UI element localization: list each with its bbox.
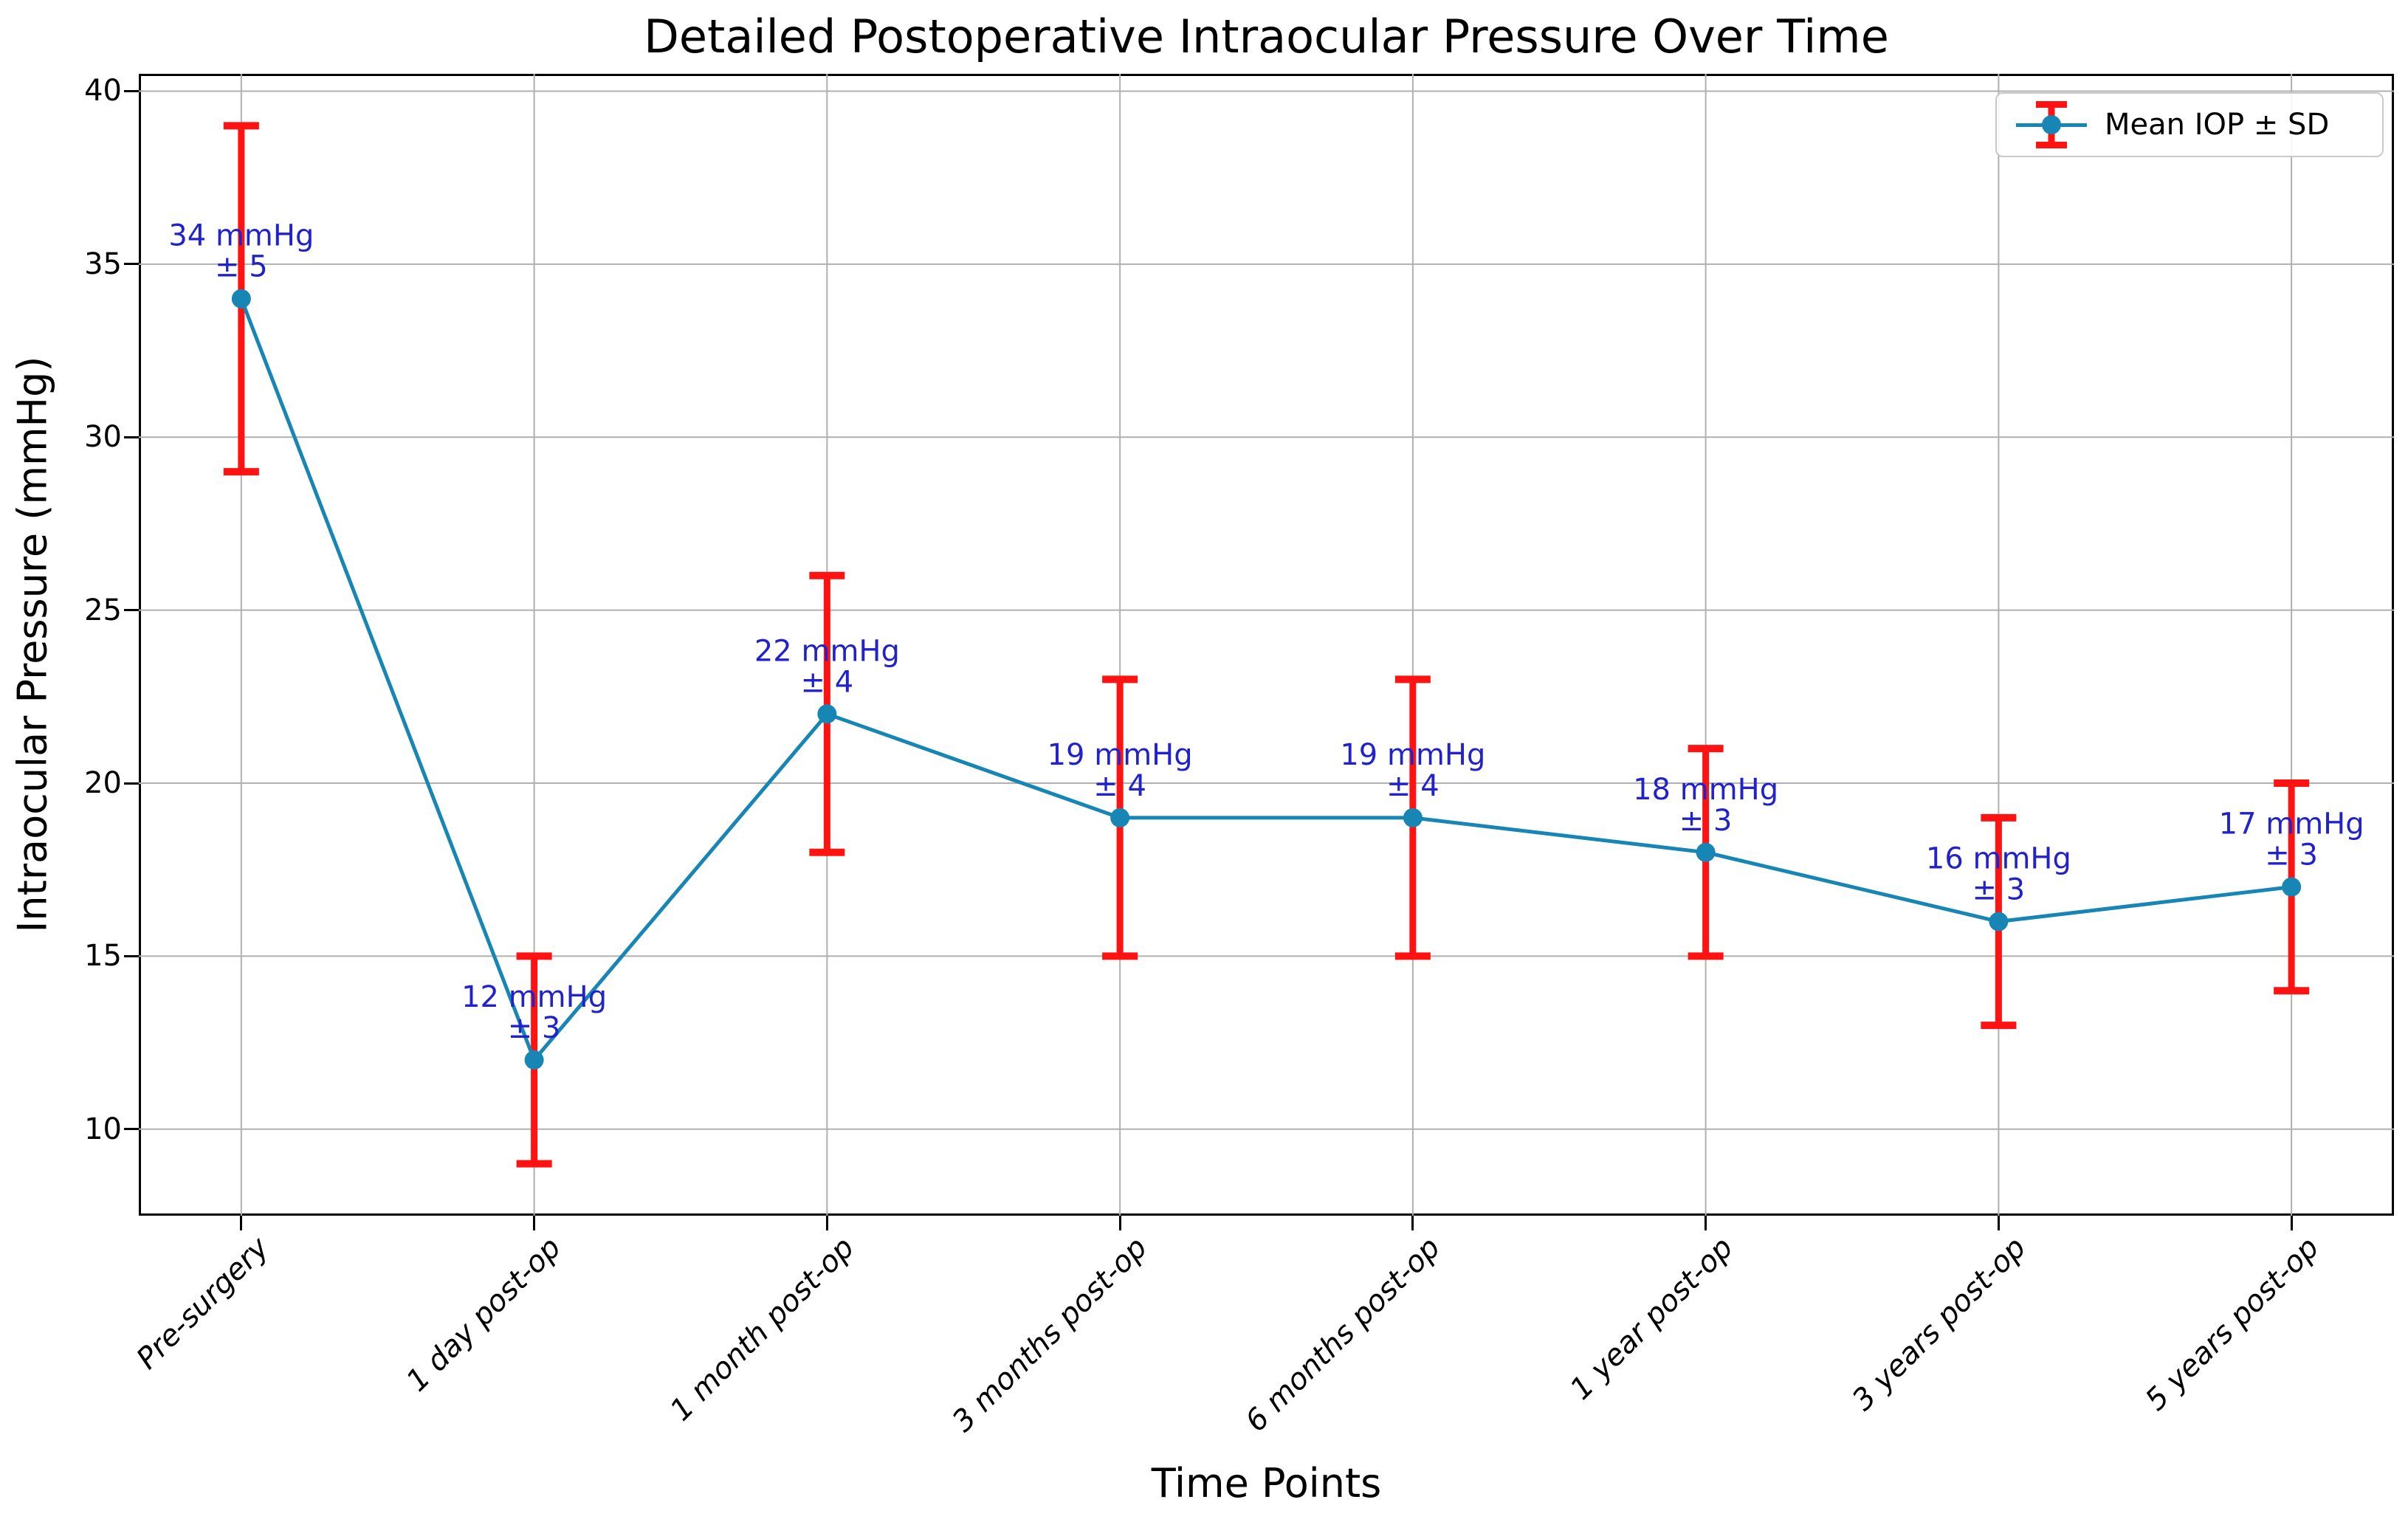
- point-annotation: 18 mmHg ± 3: [1633, 773, 1778, 838]
- x-tick-label: 3 years post-op: [1845, 1230, 2033, 1418]
- point-annotation: 19 mmHg ± 4: [1048, 738, 1193, 803]
- point-annotation: 16 mmHg ± 3: [1926, 842, 2071, 907]
- y-tick-label: 40: [84, 74, 122, 109]
- y-tick-label: 15: [84, 939, 122, 974]
- data-point-marker: [1696, 842, 1716, 862]
- point-annotation: 34 mmHg ± 5: [168, 219, 314, 284]
- data-point-marker: [231, 289, 251, 309]
- errorbar-legend-icon: [2016, 98, 2087, 151]
- y-tick-mark: [124, 954, 139, 957]
- y-tick-mark: [124, 89, 139, 92]
- legend-errorbar-cap-bottom: [2036, 142, 2067, 148]
- x-axis-label: Time Points: [1151, 1460, 1382, 1506]
- y-tick-label: 35: [84, 247, 122, 281]
- data-point-marker: [817, 704, 837, 724]
- chart-title: Detailed Postoperative Intraocular Press…: [644, 10, 1889, 63]
- data-point-marker: [524, 1050, 544, 1070]
- y-tick-label: 25: [84, 593, 122, 627]
- y-axis-label: Intraocular Pressure (mmHg): [9, 356, 56, 933]
- data-point-marker: [2282, 877, 2302, 897]
- plot-area: 34 mmHg ± 5 12 mmHg ± 3 22 mmHg ± 4 19 mmHg ± 4…: [139, 74, 2394, 1216]
- y-tick-label: 20: [84, 766, 122, 800]
- x-tick-mark: [825, 1216, 828, 1230]
- x-tick-label: 1 day post-op: [400, 1230, 568, 1399]
- plot-canvas: 34 mmHg ± 5 12 mmHg ± 3 22 mmHg ± 4 19 mmHg ± 4…: [139, 74, 2394, 1216]
- data-point-marker: [1110, 808, 1130, 827]
- y-tick-label: 10: [84, 1112, 122, 1146]
- x-tick-mark: [1997, 1216, 2000, 1230]
- legend-errorbar-cap-top: [2036, 101, 2067, 108]
- point-annotation: 19 mmHg ± 4: [1340, 738, 1485, 803]
- y-tick-mark: [124, 1128, 139, 1131]
- point-annotation: 17 mmHg ± 3: [2219, 808, 2364, 872]
- data-point-marker: [1403, 808, 1423, 827]
- x-tick-label: Pre-surgery: [129, 1230, 275, 1377]
- x-tick-label: 5 years post-op: [2139, 1230, 2325, 1418]
- x-tick-mark: [533, 1216, 536, 1230]
- y-tick-mark: [124, 782, 139, 785]
- x-tick-mark: [240, 1216, 243, 1230]
- x-tick-mark: [1704, 1216, 1707, 1230]
- point-annotation: 12 mmHg ± 3: [461, 980, 607, 1045]
- x-tick-mark: [1411, 1216, 1414, 1230]
- y-tick-label: 30: [84, 420, 122, 455]
- x-tick-label: 1 month post-op: [664, 1230, 861, 1428]
- y-tick-mark: [124, 609, 139, 612]
- y-tick-mark: [124, 263, 139, 266]
- x-tick-label: 3 months post-op: [946, 1230, 1154, 1439]
- x-tick-label: 1 year post-op: [1564, 1230, 1740, 1407]
- legend-label: Mean IOP ± SD: [2105, 108, 2330, 142]
- x-tick-mark: [1118, 1216, 1121, 1230]
- point-annotation: 22 mmHg ± 4: [754, 634, 900, 699]
- legend-series-marker: [2042, 115, 2061, 134]
- x-tick-label: 6 months post-op: [1239, 1230, 1447, 1439]
- y-tick-mark: [124, 435, 139, 438]
- legend: Mean IOP ± SD: [1995, 92, 2384, 157]
- series-line: [239, 297, 2292, 1064]
- x-tick-mark: [2290, 1216, 2293, 1230]
- data-point-marker: [1989, 912, 2009, 932]
